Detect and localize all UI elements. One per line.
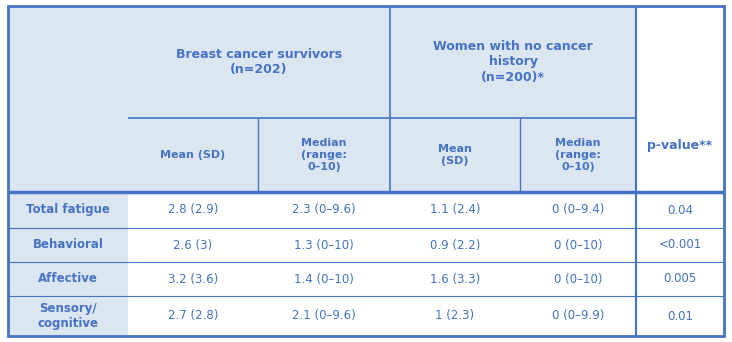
Text: Behavioral: Behavioral: [32, 238, 103, 251]
Text: 0.01: 0.01: [667, 310, 693, 323]
Text: 1.3 (0–10): 1.3 (0–10): [294, 238, 354, 251]
Bar: [390, 6, 636, 118]
Text: 0 (0–9.9): 0 (0–9.9): [552, 310, 604, 323]
Text: 1 (2.3): 1 (2.3): [436, 310, 474, 323]
Text: Breast cancer survivors
(n=202): Breast cancer survivors (n=202): [176, 48, 342, 76]
Bar: [8, 6, 128, 336]
Bar: [128, 6, 390, 118]
Text: 2.7 (2.8): 2.7 (2.8): [168, 310, 218, 323]
Text: Mean
(SD): Mean (SD): [438, 144, 472, 166]
Text: p-value**: p-value**: [647, 140, 712, 153]
Text: Women with no cancer
history
(n=200)*: Women with no cancer history (n=200)*: [433, 40, 593, 83]
Text: 1.4 (0–10): 1.4 (0–10): [294, 273, 354, 286]
Text: Sensory/
cognitive: Sensory/ cognitive: [37, 302, 99, 330]
Text: Median
(range:
0–10): Median (range: 0–10): [301, 139, 347, 172]
Text: 0.04: 0.04: [667, 203, 693, 216]
Text: Affective: Affective: [38, 273, 98, 286]
Text: 2.3 (0–9.6): 2.3 (0–9.6): [292, 203, 356, 216]
Text: 0.005: 0.005: [663, 273, 697, 286]
Text: 2.8 (2.9): 2.8 (2.9): [168, 203, 218, 216]
Text: 0 (0–10): 0 (0–10): [553, 238, 602, 251]
Text: Median
(range:
0–10): Median (range: 0–10): [555, 139, 601, 172]
Text: 1.6 (3.3): 1.6 (3.3): [430, 273, 480, 286]
Text: 2.1 (0–9.6): 2.1 (0–9.6): [292, 310, 356, 323]
Text: Mean (SD): Mean (SD): [160, 150, 225, 160]
Text: 0 (0–9.4): 0 (0–9.4): [552, 203, 604, 216]
Text: 1.1 (2.4): 1.1 (2.4): [430, 203, 480, 216]
Bar: [128, 118, 636, 192]
Text: 0 (0–10): 0 (0–10): [553, 273, 602, 286]
Text: 3.2 (3.6): 3.2 (3.6): [168, 273, 218, 286]
Text: <0.001: <0.001: [658, 238, 702, 251]
Text: Total fatigue: Total fatigue: [26, 203, 110, 216]
Text: 0.9 (2.2): 0.9 (2.2): [430, 238, 480, 251]
Text: 2.6 (3): 2.6 (3): [173, 238, 212, 251]
